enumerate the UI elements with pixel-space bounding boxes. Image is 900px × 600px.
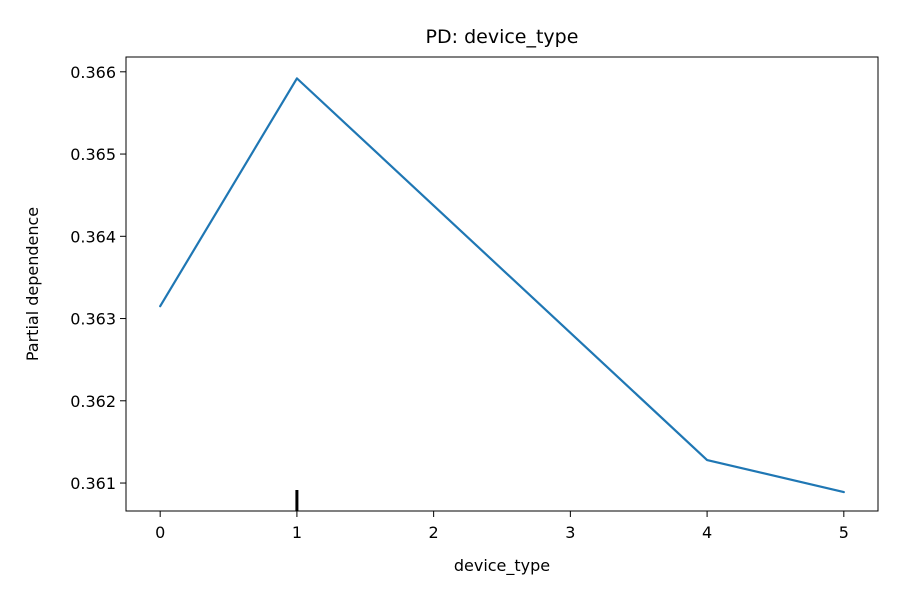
x-tick-label: 5 <box>839 523 849 542</box>
series-line <box>159 77 845 494</box>
x-axis-ticks: 0 1 2 3 4 5 <box>155 511 849 542</box>
plot-lines <box>159 77 845 494</box>
y-tick-label: 0.363 <box>70 310 116 329</box>
x-tick-label: 3 <box>565 523 575 542</box>
y-axis-ticks: 0.361 0.362 0.363 0.364 0.365 0.366 <box>70 63 126 493</box>
y-tick-label: 0.361 <box>70 474 116 493</box>
x-tick-label: 1 <box>292 523 302 542</box>
x-tick-label: 0 <box>155 523 165 542</box>
y-tick-label: 0.364 <box>70 227 116 246</box>
x-tick-label: 4 <box>702 523 712 542</box>
y-tick-label: 0.362 <box>70 392 116 411</box>
chart-title: PD: device_type <box>426 26 579 48</box>
y-tick-label: 0.365 <box>70 145 116 164</box>
y-axis-title: Partial dependence <box>23 207 42 361</box>
x-tick-label: 2 <box>429 523 439 542</box>
y-tick-label: 0.366 <box>70 63 116 82</box>
x-axis-title: device_type <box>454 556 550 576</box>
plot-frame <box>125 56 879 512</box>
